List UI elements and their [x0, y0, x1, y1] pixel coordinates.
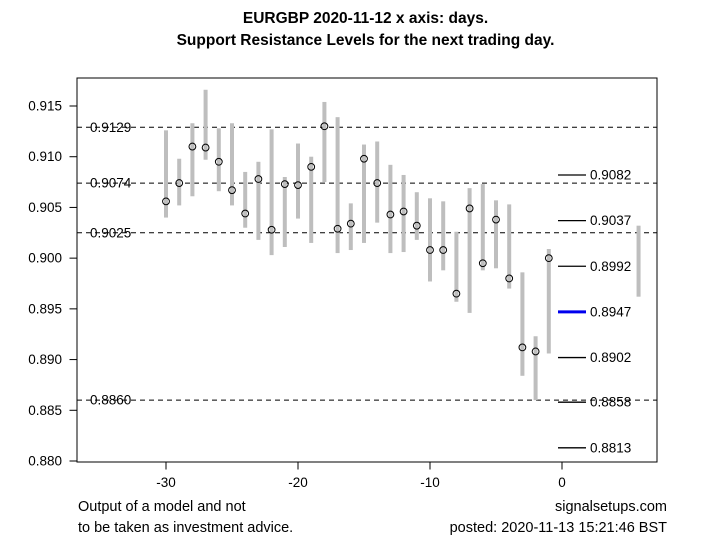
close-marker [426, 246, 434, 254]
sr-level-label: 0.8902 [590, 350, 631, 365]
range-bar [375, 141, 380, 223]
x-tick-label: -10 [420, 475, 440, 490]
close-marker [254, 175, 263, 183]
y-tick-label: 0.885 [28, 403, 62, 418]
close-marker [478, 259, 487, 268]
close-marker [518, 343, 527, 352]
close-marker [333, 224, 342, 233]
range-bar [164, 130, 168, 218]
close-marker [373, 179, 382, 187]
disclaimer: Output of a model and not to be taken as… [78, 497, 293, 539]
close-marker [399, 207, 408, 216]
close-marker [294, 181, 302, 190]
close-marker [162, 197, 170, 206]
y-tick-label: 0.880 [28, 454, 62, 469]
range-bar [256, 161, 261, 240]
close-marker [320, 122, 329, 131]
dashed-level-label: 0.9074 [90, 176, 132, 191]
close-marker [531, 347, 540, 356]
range-bar [454, 231, 459, 302]
range-bar [216, 128, 221, 192]
range-bar [190, 123, 195, 197]
close-marker [201, 143, 210, 152]
range-bar [507, 204, 512, 289]
close-marker [307, 162, 316, 171]
dashed-level-label: 0.9025 [90, 225, 131, 240]
dashed-level-label: 0.8860 [90, 393, 131, 408]
dashed-level-label: 0.9129 [90, 120, 131, 135]
y-tick-label: 0.890 [28, 352, 62, 367]
close-marker [465, 204, 474, 213]
sr-level-label: 0.8947 [590, 304, 631, 319]
range-bar [480, 184, 485, 271]
y-tick-label: 0.910 [28, 149, 62, 164]
disclaimer-line2: to be taken as investment advice. [78, 520, 294, 536]
sr-level-label: 0.8858 [590, 395, 631, 410]
range-bar [401, 174, 406, 253]
sr-level-label: 0.9037 [590, 213, 631, 228]
range-bar [494, 200, 498, 269]
sr-level-label: 0.9082 [590, 167, 631, 182]
plot-border [76, 77, 658, 463]
site-name: signalsetups.com [554, 499, 667, 515]
range-bar [428, 198, 432, 282]
close-marker [360, 154, 368, 163]
y-tick-label: 0.905 [28, 200, 62, 215]
close-marker [188, 142, 197, 151]
close-marker [492, 215, 500, 224]
x-tick-label: 0 [558, 475, 566, 490]
y-tick-label: 0.915 [28, 99, 62, 114]
range-bar [203, 89, 208, 160]
close-marker [544, 254, 553, 263]
y-tick-label: 0.900 [28, 251, 62, 266]
range-bar [362, 144, 366, 243]
range-bar [309, 156, 314, 243]
sr-level-label: 0.8992 [590, 259, 631, 274]
close-marker [175, 179, 184, 187]
range-bar [533, 336, 538, 401]
close-marker [267, 225, 276, 234]
range-bar [230, 123, 234, 206]
range-bar [296, 143, 300, 219]
close-marker [439, 246, 448, 254]
close-marker [280, 180, 289, 189]
range-bar [335, 117, 340, 254]
y-tick-label: 0.895 [28, 301, 62, 316]
disclaimer-line1: Output of a model and not [78, 499, 246, 515]
close-marker [241, 209, 250, 218]
range-bar [388, 164, 393, 254]
sr-level-label: 0.8813 [590, 440, 631, 455]
x-tick-label: -30 [156, 475, 176, 490]
close-marker [412, 221, 421, 230]
range-bar [322, 101, 327, 183]
forecast-range-bar [636, 225, 641, 297]
close-marker [214, 157, 223, 166]
chart-title: EURGBP 2020-11-12 x axis: days. Support … [30, 8, 701, 52]
chart-title-line2: Support Resistance Levels for the next t… [176, 32, 555, 49]
posted-timestamp: posted: 2020-11-13 15:21:46 BST [449, 520, 667, 536]
attribution: signalsetups.com posted: 2020-11-13 15:2… [450, 497, 667, 539]
range-bar [269, 129, 274, 256]
close-marker [228, 186, 236, 195]
range-bar [520, 272, 525, 376]
close-marker [386, 210, 395, 219]
range-bar [441, 201, 446, 271]
range-bar [282, 177, 287, 247]
close-marker [452, 289, 461, 298]
range-bar [467, 188, 472, 313]
x-tick-label: -20 [288, 475, 308, 490]
range-bar [546, 249, 551, 354]
chart-title-line1: EURGBP 2020-11-12 x axis: days. [242, 10, 489, 27]
range-bar [177, 158, 182, 206]
close-marker [505, 274, 514, 283]
close-marker [346, 219, 355, 228]
range-bar [414, 192, 419, 240]
range-bar [243, 171, 248, 228]
